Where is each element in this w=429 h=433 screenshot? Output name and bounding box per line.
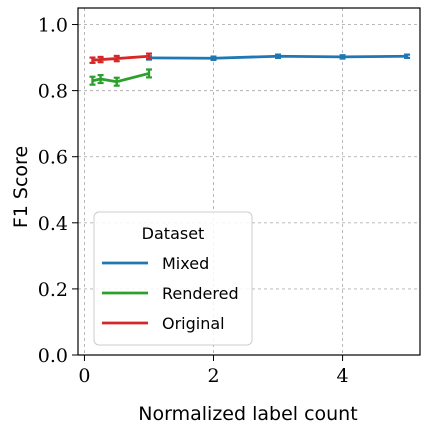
legend-label-rendered: Rendered bbox=[162, 284, 239, 303]
legend-entry-original: Original bbox=[102, 314, 225, 333]
y-axis-label: F1 Score bbox=[10, 146, 32, 228]
legend-entry-mixed: Mixed bbox=[102, 254, 209, 273]
legend: Dataset Mixed Rendered Original bbox=[93, 211, 253, 346]
y-tick-label: 0.4 bbox=[38, 213, 68, 235]
y-tick-label: 0.8 bbox=[38, 81, 68, 103]
x-tick-label: 2 bbox=[207, 365, 219, 387]
plot-border bbox=[77, 7, 421, 356]
series-rendered bbox=[89, 68, 152, 87]
x-tick-label: 4 bbox=[337, 365, 349, 387]
y-tick-label: 0.0 bbox=[38, 345, 68, 367]
legend-title: Dataset bbox=[142, 224, 205, 243]
legend-label-original: Original bbox=[162, 314, 225, 333]
legend-box bbox=[93, 211, 253, 346]
x-axis-label: Normalized label count bbox=[138, 403, 357, 425]
y-tick-label: 0.6 bbox=[38, 147, 68, 169]
series-line-original bbox=[92, 54, 150, 62]
x-tick-label: 0 bbox=[78, 365, 90, 387]
series-original bbox=[89, 52, 152, 64]
legend-entry-rendered: Rendered bbox=[102, 284, 239, 303]
series-line-rendered bbox=[92, 72, 150, 84]
y-tick-label: 0.2 bbox=[38, 279, 68, 301]
y-tick-label: 1.0 bbox=[38, 15, 68, 37]
series-mixed bbox=[145, 53, 411, 61]
axis-ticks: 0.0 0.2 0.4 0.6 0.8 1.0 0 2 4 bbox=[38, 15, 349, 387]
plot-frame bbox=[77, 7, 421, 356]
series-layer bbox=[89, 52, 411, 87]
legend-label-mixed: Mixed bbox=[162, 254, 209, 273]
